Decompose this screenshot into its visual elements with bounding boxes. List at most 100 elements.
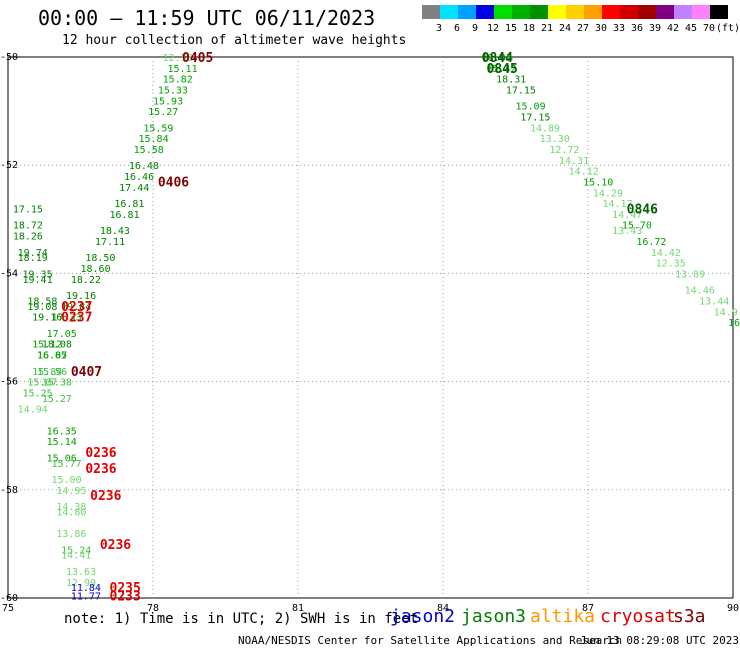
scale-swatch: [710, 5, 728, 19]
data-point-label: 13.44: [699, 296, 729, 307]
x-tick-label: 81: [292, 603, 304, 614]
data-point-label: 18.50: [85, 253, 115, 264]
data-point-label: 11.84: [71, 583, 101, 594]
time-label: 0233: [110, 589, 141, 604]
data-point-label: 15.10: [583, 177, 613, 188]
data-point-label: 19.74: [18, 248, 48, 259]
data-point-label: 18.03: [482, 53, 512, 64]
scale-label: 42: [666, 23, 680, 34]
scale-label: 24: [558, 23, 572, 34]
data-point-label: 18.43: [100, 226, 130, 237]
footer-credit: NOAA/NESDIS Center for Satellite Applica…: [238, 634, 623, 647]
scale-swatch: [566, 5, 584, 19]
data-point-label: 15.27: [42, 394, 72, 405]
data-point-label: 15.82: [163, 75, 193, 86]
data-point-label: 16: [728, 318, 740, 329]
scale-label: 70: [702, 23, 716, 34]
data-point-label: 15.00: [52, 475, 82, 486]
data-point-label: 19.08: [27, 302, 57, 313]
data-point-label: 14.12: [569, 167, 599, 178]
data-point-label: 14.42: [651, 248, 681, 259]
data-point-label: 14.31: [559, 156, 589, 167]
data-point-label: 17.33: [52, 313, 82, 324]
data-point-label: 14.94: [18, 405, 48, 416]
data-point-label: 16.72: [636, 237, 666, 248]
data-point-label: 17.11: [95, 237, 125, 248]
data-point-label: 15.59: [143, 123, 173, 134]
x-tick-label: 87: [582, 603, 594, 614]
data-point-label: 15.07: [27, 378, 57, 389]
time-label: 0236: [85, 446, 116, 461]
time-label: 0236: [85, 462, 116, 477]
data-point-label: 14.89: [530, 123, 560, 134]
data-point-label: 19.41: [23, 275, 53, 286]
data-point-label: 19.16: [32, 313, 62, 324]
scale-swatch: [458, 5, 476, 19]
time-label: 0845: [487, 62, 518, 77]
data-point-label: 18.19: [18, 253, 48, 264]
data-point-label: 15.58: [134, 145, 164, 156]
data-point-label: 18.08: [42, 340, 72, 351]
data-point-label: 18.60: [81, 264, 111, 275]
data-point-label: 15.84: [139, 134, 169, 145]
data-point-label: 18.26: [13, 232, 43, 243]
data-point-label: 17.05: [47, 329, 77, 340]
scale-label: 39: [648, 23, 662, 34]
data-point-label: 15.12: [32, 340, 62, 351]
data-point-label: 13.63: [66, 567, 96, 578]
y-tick-label: -54: [0, 268, 18, 279]
data-point-label: 14.9: [714, 307, 738, 318]
time-label: 0236: [90, 489, 121, 504]
data-point-label: 12.72: [549, 145, 579, 156]
scale-swatch: [530, 5, 548, 19]
time-label: 0236: [100, 538, 131, 553]
x-tick-label: 90: [727, 603, 739, 614]
data-point-label: 19.84: [61, 302, 91, 313]
data-point-label: 12.35: [656, 259, 686, 270]
scale-swatch: [476, 5, 494, 19]
data-point-label: 15.14: [47, 437, 77, 448]
data-point-label: 12.58: [163, 53, 193, 64]
scale-label: 12: [486, 23, 500, 34]
data-point-label: 13.89: [675, 269, 705, 280]
scale-label: 27: [576, 23, 590, 34]
y-tick-label: -52: [0, 160, 18, 171]
data-point-label: 19.16: [66, 291, 96, 302]
data-point-label: 14.17: [603, 199, 633, 210]
data-point-label: 16.85: [37, 351, 67, 362]
scale-label: 18: [522, 23, 536, 34]
data-point-label: 16.07: [37, 351, 67, 362]
data-point-label: 15.70: [622, 221, 652, 232]
data-point-label: 14.29: [593, 188, 623, 199]
legend-jason3: jason3: [461, 606, 527, 627]
data-point-label: 15.24: [61, 545, 91, 556]
scale-swatch: [692, 5, 710, 19]
time-label: 0237: [61, 311, 92, 326]
footnote: note: 1) Time is in UTC; 2) SWH is in fe…: [64, 611, 419, 627]
legend-jason2: jason2: [390, 606, 456, 627]
scale-swatch: [602, 5, 620, 19]
scale-label: 36: [630, 23, 644, 34]
time-label: 0235: [110, 581, 141, 596]
y-tick-label: -58: [0, 485, 18, 496]
data-point-label: 18.58: [27, 296, 57, 307]
data-point-label: 17.15: [506, 85, 536, 96]
y-tick-label: -56: [0, 377, 18, 388]
data-point-label: 11.77: [71, 591, 101, 602]
data-point-label: 16.81: [114, 199, 144, 210]
scale-swatch: [584, 5, 602, 19]
time-label: 0407: [71, 365, 102, 380]
data-point-label: 15.77: [52, 459, 82, 470]
x-tick-label: 75: [2, 603, 14, 614]
data-point-label: 15.25: [23, 388, 53, 399]
y-tick-label: -60: [0, 593, 18, 604]
data-point-label: 16.48: [129, 161, 159, 172]
x-tick-label: 84: [437, 603, 449, 614]
footer-timestamp: Jun 13 08:29:08 UTC 2023: [580, 634, 739, 647]
data-point-label: 16.35: [47, 426, 77, 437]
data-point-label: 14.46: [685, 286, 715, 297]
data-point-label: 14.41: [61, 551, 91, 562]
data-point-label: 15.38: [42, 378, 72, 389]
time-label: 0846: [627, 202, 658, 217]
time-label: 0237: [61, 300, 92, 315]
